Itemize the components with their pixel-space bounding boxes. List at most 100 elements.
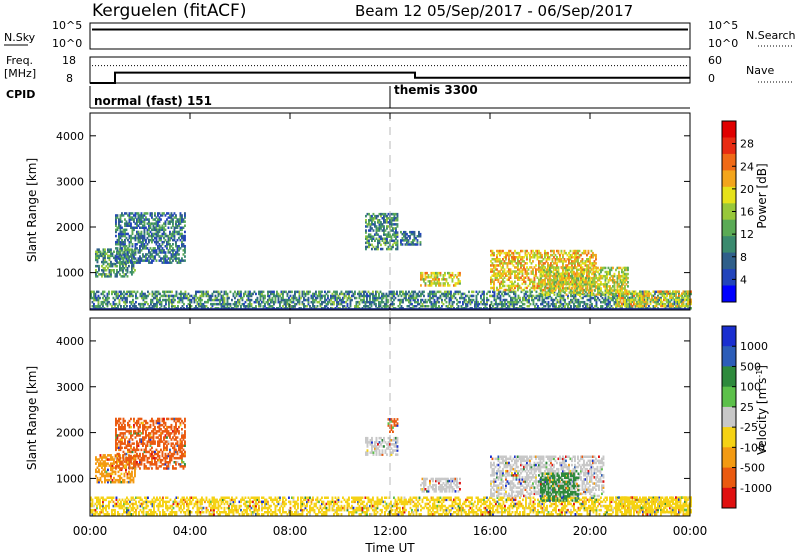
heatmap-cell [606,270,608,274]
heatmap-cell [395,219,397,222]
heatmap-cell [601,268,604,272]
heatmap-cell [498,290,500,294]
heatmap-cell [618,302,620,306]
heatmap-cell [579,287,581,290]
heatmap-cell [346,296,349,300]
cpid-panel: CPID normal (fast) 151 themis 3300 [6,83,690,109]
heatmap-cell [417,302,419,306]
heatmap-cell [573,276,575,280]
heatmap-cell [369,294,371,298]
heatmap-cell [116,238,119,242]
heatmap-cell [509,249,512,253]
heatmap-cell [578,249,581,253]
heatmap-cell [603,285,605,288]
heatmap-cell [205,300,208,304]
heatmap-cell [96,458,99,461]
heatmap-cell [584,249,587,253]
heatmap-cell [574,289,577,292]
heatmap-cell [403,296,406,300]
heatmap-cell [619,298,622,302]
heatmap-cell [414,298,416,302]
heatmap-cell [502,272,504,275]
heatmap-cell [444,294,446,298]
heatmap-cell [592,251,594,255]
heatmap-cell [413,235,416,238]
heatmap-cell [110,476,112,480]
heatmap-cell [574,298,577,302]
heatmap-cell [288,298,290,302]
heatmap-cell [119,248,121,251]
heatmap-cell [491,251,494,255]
heatmap-cell [660,300,662,304]
heatmap-cell [182,259,185,262]
heatmap-cell [557,249,560,253]
heatmap-cell [512,284,515,288]
heatmap-cell [101,458,103,461]
heatmap-cell [663,294,665,297]
heatmap-cell [202,302,205,306]
heatmap-cell [616,283,619,286]
heatmap-cell [538,251,540,255]
heatmap-cell [377,247,379,251]
heatmap-cell [582,281,584,284]
heatmap-cell [118,232,120,236]
heatmap-cell [413,237,416,240]
heatmap-cell [379,302,382,306]
heatmap-cell [106,298,109,302]
heatmap-cell [151,234,153,238]
heatmap-cell [259,294,262,298]
heatmap-cell [533,280,536,284]
heatmap-cell [103,290,106,294]
heatmap-cell [645,300,647,304]
heatmap-cell [506,274,509,277]
heatmap-cell [573,289,575,292]
heatmap-cell [408,305,410,308]
heatmap-cell [493,253,495,257]
heatmap-cell [406,239,408,242]
heatmap-cell [649,302,652,306]
heatmap-cell [267,302,269,306]
heatmap-cell [96,258,99,262]
heatmap-cell [544,288,546,292]
heatmap-cell [628,292,631,295]
heatmap-cell [576,287,578,290]
heatmap-cell [542,288,545,292]
heatmap-cell [675,296,677,299]
heatmap-cell [593,253,596,257]
heatmap-cell [416,243,419,246]
heatmap-cell [136,220,138,223]
heatmap-cell [172,259,174,262]
heatmap-cell [94,305,97,308]
heatmap-cell [361,294,364,298]
heatmap-cell [238,302,241,306]
heatmap-cell [395,237,397,240]
heatmap-cell [550,296,553,300]
heatmap-cell [676,304,679,308]
heatmap-cell [627,296,629,299]
heatmap-cell [156,302,158,306]
heatmap-cell [526,274,528,277]
heatmap-cell [587,251,590,255]
heatmap-cell [609,292,611,296]
heatmap-cell [168,290,170,294]
heatmap-cell [121,247,123,250]
heatmap-cell [265,300,268,304]
heatmap-cell [161,226,164,229]
heatmap-cell [95,264,97,268]
heatmap-cell [536,256,539,259]
heatmap-cell [157,253,159,256]
heatmap-cell [114,480,117,484]
heatmap-cell [120,275,123,278]
heatmap-cell [581,260,584,263]
heatmap-cell [116,252,118,255]
heatmap-cell [547,286,549,290]
heatmap-cell [442,292,445,296]
heatmap-cell [325,298,328,302]
heatmap-cell [583,270,586,274]
heatmap-cell [601,266,604,270]
heatmap-cell [90,290,92,294]
heatmap-cell [577,268,580,272]
heatmap-cell [130,218,132,221]
heatmap-cell [573,296,575,300]
heatmap-cell [386,217,388,220]
